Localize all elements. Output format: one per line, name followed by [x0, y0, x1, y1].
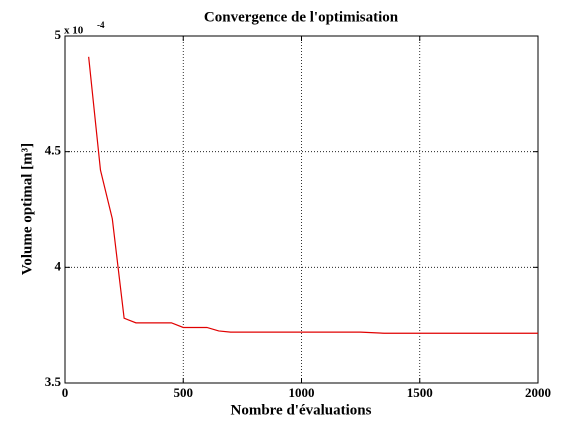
- y-axis-label: Volume optimal [m³]: [19, 143, 35, 275]
- x-tick-label: 0: [62, 385, 69, 400]
- y-tick-label: 4: [55, 258, 62, 273]
- data-line: [88, 56, 538, 334]
- y-tick-label: 4.5: [45, 143, 62, 158]
- y-multiplier-exponent: -4: [97, 20, 105, 30]
- chart-title: Convergence de l'optimisation: [204, 9, 399, 25]
- y-tick-label: 5: [55, 27, 62, 42]
- y-multiplier: x 10: [64, 25, 84, 37]
- x-tick-label: 500: [174, 385, 194, 400]
- plot-frame: [64, 35, 539, 384]
- y-tick-label: 3.5: [45, 374, 62, 389]
- x-axis-label: Nombre d'évaluations: [231, 402, 372, 418]
- x-tick-label: 2000: [525, 385, 551, 400]
- x-tick-label: 1500: [407, 385, 433, 400]
- x-tick-label: 1000: [289, 385, 315, 400]
